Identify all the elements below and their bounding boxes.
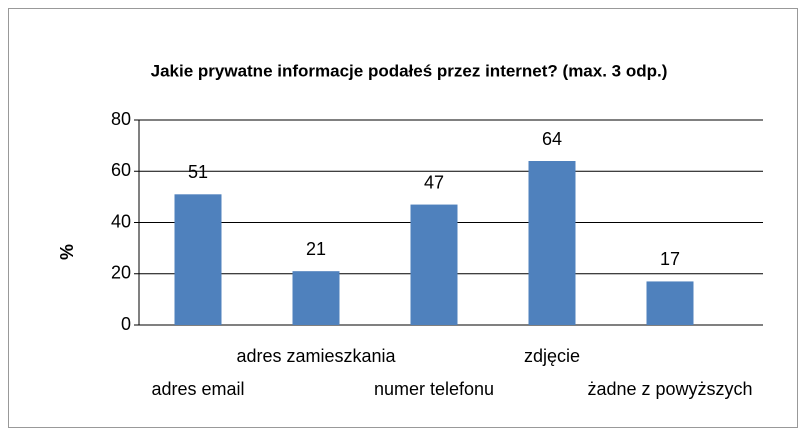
data-label: 64 [542,129,562,149]
bar [174,194,222,325]
data-label: 47 [424,172,444,192]
y-tick-label: 0 [121,314,131,334]
x-tick-label: żadne z powyższych [587,379,752,399]
x-tick-label: adres email [151,379,244,399]
bar [410,204,458,325]
data-label: 17 [660,249,680,269]
data-label: 51 [188,162,208,182]
bar [646,281,694,325]
chart-title: Jakie prywatne informacje podałeś przez … [151,61,668,80]
y-axis-label: % [57,244,77,260]
x-tick-label: adres zamieszkania [236,346,396,366]
data-label: 21 [306,239,326,259]
chart-border [8,8,798,428]
y-tick-label: 80 [111,109,131,129]
y-tick-label: 20 [111,263,131,283]
y-tick-label: 40 [111,211,131,231]
y-tick-label: 60 [111,160,131,180]
bar [292,271,340,325]
x-tick-label: zdjęcie [524,346,580,366]
bar [528,161,576,325]
x-tick-label: numer telefonu [374,379,494,399]
